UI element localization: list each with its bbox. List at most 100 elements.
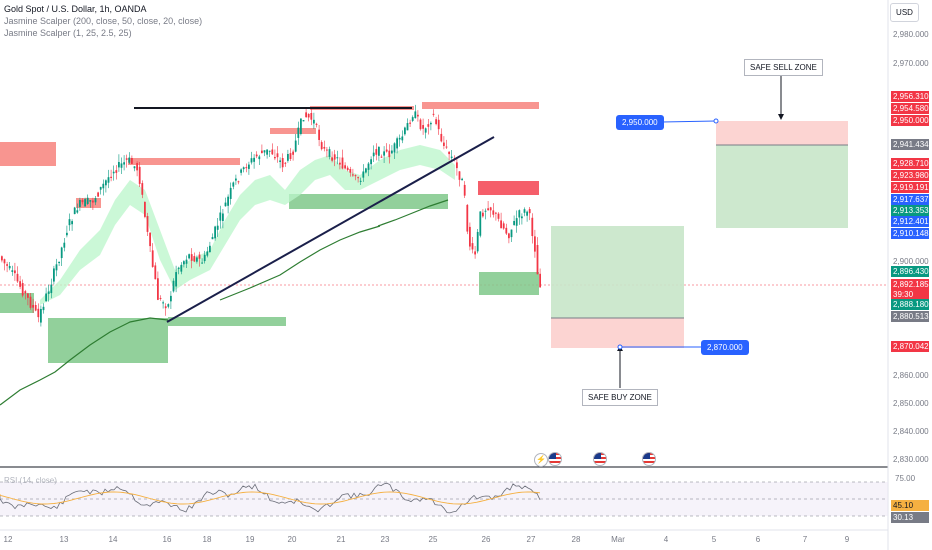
candle-body: [115, 170, 118, 173]
candle-body: [456, 162, 458, 169]
currency-button[interactable]: USD: [890, 3, 919, 22]
candle-body: [175, 272, 177, 287]
candle-body: [180, 264, 183, 272]
candle-body: [500, 220, 502, 229]
chart-legend: Gold Spot / U.S. Dollar, 1h, OANDA Jasmi…: [4, 3, 202, 39]
time-tick: 12: [3, 535, 13, 544]
candle-body: [60, 247, 63, 259]
candle-body: [164, 306, 167, 309]
candle-body: [292, 151, 294, 155]
indicator-label-1[interactable]: Jasmine Scalper (200, close, 50, close, …: [4, 16, 203, 26]
candle-body: [469, 226, 471, 247]
candle-body: [479, 211, 482, 236]
candle-body: [97, 192, 99, 197]
candle-body: [32, 304, 34, 308]
candle-body: [149, 232, 151, 247]
candle-body: [14, 270, 16, 274]
candle-body: [497, 213, 500, 219]
candle-body: [492, 210, 495, 215]
lightning-icon[interactable]: ⚡: [534, 453, 548, 467]
time-tick: 4: [663, 535, 669, 544]
time-tick: 18: [202, 535, 212, 544]
zone-boxes: [0, 102, 539, 363]
candle-body: [388, 150, 391, 158]
time-tick: 14: [108, 535, 118, 544]
candle-body: [154, 265, 157, 280]
us-flag-icon[interactable]: [548, 452, 562, 466]
candle-body: [266, 149, 268, 155]
candle-body: [3, 259, 6, 264]
candle-body: [279, 160, 281, 162]
candle-body: [437, 119, 440, 130]
candle-body: [328, 149, 331, 157]
rsi-value-label: 30.13: [891, 512, 929, 523]
candle-body: [476, 231, 479, 252]
buy-zone-callout[interactable]: SAFE BUY ZONE: [582, 389, 658, 406]
candle-body: [37, 308, 40, 318]
us-flag-icon[interactable]: [593, 452, 607, 466]
candle-body: [16, 273, 19, 282]
candle-body: [232, 182, 235, 187]
candle-body: [55, 264, 58, 271]
rsi-ma-label: 45.10: [891, 500, 929, 511]
sell-zone-callout[interactable]: SAFE SELL ZONE: [744, 59, 823, 76]
candle-body: [489, 207, 492, 211]
candle-body: [357, 177, 359, 179]
candle-body: [526, 211, 528, 216]
candle-body: [370, 159, 372, 165]
rsi-title[interactable]: RSI (14, close): [4, 476, 57, 485]
candle-body: [365, 168, 367, 173]
candle-body: [443, 142, 445, 146]
time-tick: 20: [287, 535, 297, 544]
candle-body: [315, 123, 318, 125]
symbol-title[interactable]: Gold Spot / U.S. Dollar, 1h, OANDA: [4, 4, 147, 14]
candle-body: [474, 251, 476, 255]
candle-body: [482, 212, 484, 217]
candle-body: [448, 151, 450, 155]
candle-body: [237, 181, 240, 183]
candle-body: [502, 223, 505, 229]
time-tick: 26: [481, 535, 491, 544]
candle-body: [333, 154, 336, 160]
candle-body: [144, 201, 146, 217]
us-flag-icon[interactable]: [642, 452, 656, 466]
candle-body: [53, 268, 55, 282]
candle-body: [528, 209, 531, 214]
candle-body: [300, 118, 302, 135]
candle-body: [198, 254, 201, 259]
candle-body: [518, 210, 521, 218]
candle-body: [188, 254, 190, 259]
candle-body: [229, 187, 232, 199]
candle-body: [531, 217, 534, 237]
sell-price-marker[interactable]: 2,950.000: [616, 115, 664, 130]
buy-price-marker[interactable]: 2,870.000: [701, 340, 749, 355]
time-tick: 13: [59, 535, 69, 544]
candle-body: [396, 138, 398, 149]
moving-average-line: [0, 317, 169, 406]
candle-body: [216, 225, 219, 230]
candle-body: [331, 157, 333, 161]
candle-body: [146, 216, 149, 232]
candle-body: [450, 156, 453, 158]
candle-body: [123, 162, 125, 165]
candle-body: [372, 152, 375, 157]
candle-body: [287, 154, 289, 161]
indicator-label-2[interactable]: Jasmine Scalper (1, 25, 2.5, 25): [4, 28, 132, 38]
candle-body: [461, 178, 463, 181]
candle-body: [8, 265, 11, 269]
candle-body: [305, 112, 307, 118]
candle-body: [409, 122, 411, 124]
candle-body: [445, 146, 448, 148]
candle-body: [362, 171, 365, 178]
candle-body: [320, 142, 323, 150]
time-tick: Mar: [611, 535, 625, 544]
candle-body: [118, 162, 120, 168]
candle-body: [224, 202, 227, 207]
candle-body: [302, 120, 305, 122]
candle-body: [206, 251, 209, 256]
candle-body: [21, 283, 24, 296]
price-tick: 2,980.000: [893, 30, 929, 39]
candle-body: [107, 177, 110, 183]
rsi-tick: 75.00: [895, 474, 916, 483]
